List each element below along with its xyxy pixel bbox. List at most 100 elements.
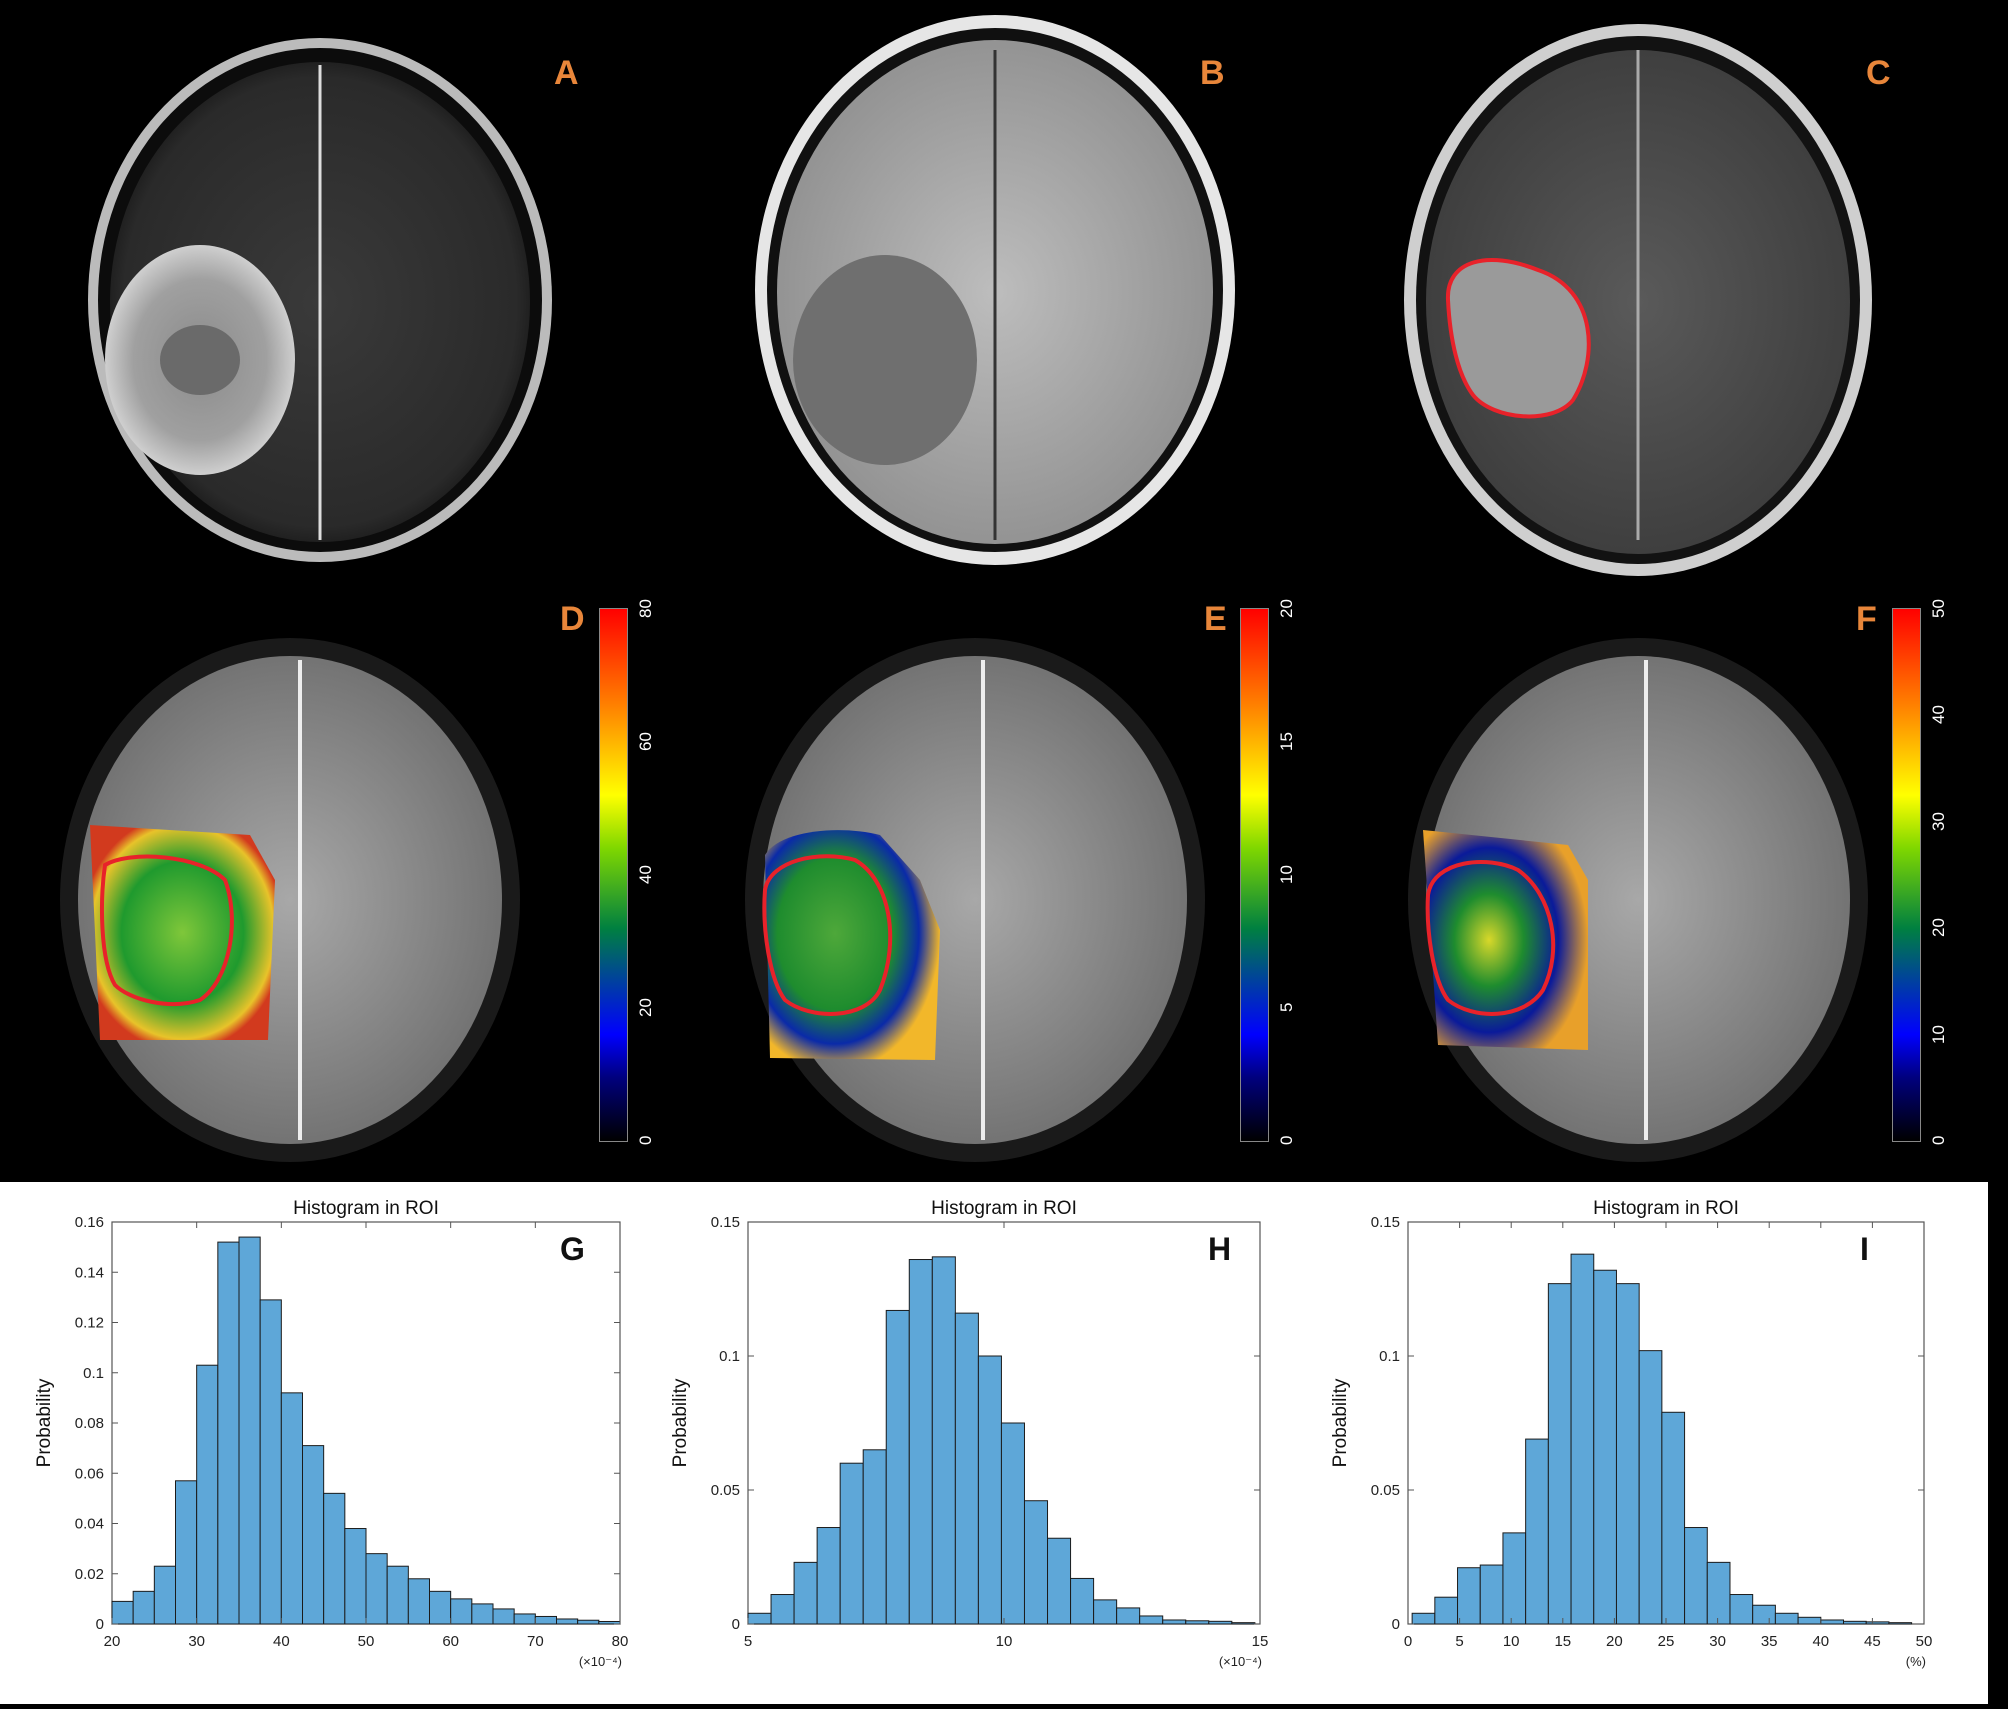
histogram-bar bbox=[1547, 1283, 1572, 1625]
x-tick-label: 10 bbox=[996, 1633, 1013, 1650]
histogram-bar bbox=[407, 1578, 431, 1625]
roi-outline bbox=[100, 854, 234, 1007]
histogram-bar bbox=[132, 1590, 155, 1625]
histogram-bar bbox=[344, 1528, 367, 1625]
histogram-bar bbox=[323, 1492, 346, 1625]
histogram-bar bbox=[153, 1565, 176, 1625]
colorbar-tick-label: 0 bbox=[636, 1135, 655, 1145]
y-tick-label: 0.1 bbox=[719, 1348, 740, 1365]
chart-title: Histogram in ROI bbox=[1593, 1198, 1739, 1219]
x-tick-label: 25 bbox=[1658, 1633, 1675, 1650]
histogram-bar bbox=[1570, 1253, 1595, 1625]
histogram-bar bbox=[1047, 1537, 1072, 1625]
colorbar-tick-label: 50 bbox=[1929, 599, 1948, 618]
histogram-bar bbox=[259, 1299, 282, 1625]
colorbar-tick-label: 40 bbox=[636, 865, 655, 884]
colorbar-tick-label: 60 bbox=[636, 732, 655, 751]
colorbar-tick-label: 0 bbox=[1277, 1135, 1296, 1145]
x-tick-label: 30 bbox=[188, 1633, 205, 1650]
histogram-bar bbox=[513, 1613, 536, 1625]
y-tick-label: 0.02 bbox=[75, 1566, 104, 1583]
perfusion-map-e bbox=[745, 638, 1205, 1162]
histogram-bar bbox=[1593, 1269, 1617, 1625]
histogram-bar bbox=[793, 1561, 818, 1625]
x-tick-label: 30 bbox=[1709, 1633, 1726, 1650]
y-tick-label: 0.08 bbox=[75, 1415, 104, 1432]
x-axis-unit: (×10⁻⁴) bbox=[1219, 1654, 1262, 1669]
x-tick-label: 0 bbox=[1404, 1633, 1412, 1650]
x-tick-label: 5 bbox=[744, 1633, 752, 1650]
histogram-bar bbox=[1774, 1612, 1799, 1625]
x-tick-label: 40 bbox=[1812, 1633, 1829, 1650]
y-tick-label: 0 bbox=[732, 1616, 740, 1633]
mri-t1-image bbox=[755, 15, 1235, 565]
colorbar-tick-label: 20 bbox=[1277, 599, 1296, 618]
histogram-bar bbox=[111, 1600, 134, 1625]
histogram-bar bbox=[1752, 1604, 1776, 1625]
histogram-bar bbox=[556, 1618, 579, 1625]
histogram-bar bbox=[839, 1462, 864, 1625]
histogram-bar bbox=[1706, 1561, 1731, 1625]
y-tick-label: 0 bbox=[1392, 1616, 1400, 1633]
mri-panel-a: A bbox=[0, 0, 670, 580]
histogram-chart-i: 0 0.05 0.1 0.15 0 5 10 15 20 25 30 35 40 45 50 Histogra… bbox=[1330, 1198, 1932, 1669]
histogram-bar bbox=[1615, 1283, 1640, 1625]
histogram-bar bbox=[280, 1392, 304, 1625]
histogram-bar bbox=[1684, 1527, 1708, 1625]
x-tick-label: 5 bbox=[1455, 1633, 1463, 1650]
chart-title: Histogram in ROI bbox=[293, 1198, 439, 1219]
x-tick-label: 35 bbox=[1761, 1633, 1778, 1650]
panel-label-e: E bbox=[1204, 600, 1227, 638]
panel-label-c: C bbox=[1866, 54, 1891, 92]
y-tick-label: 0.04 bbox=[75, 1516, 104, 1533]
histogram-bar bbox=[885, 1309, 910, 1625]
colorbar-tick-label: 80 bbox=[636, 599, 655, 618]
panel-label-d: D bbox=[560, 600, 585, 638]
x-tick-label: 50 bbox=[358, 1633, 375, 1650]
histogram-bar bbox=[1070, 1577, 1095, 1625]
histogram-bar bbox=[1434, 1596, 1459, 1625]
colorbar-tick-label: 10 bbox=[1929, 1024, 1948, 1044]
x-tick-label: 10 bbox=[1503, 1633, 1520, 1650]
histogram-bar bbox=[977, 1355, 1002, 1625]
x-axis-unit: (×10⁻⁴) bbox=[579, 1654, 622, 1669]
histogram-bar bbox=[816, 1527, 841, 1625]
colorbar-f bbox=[1892, 608, 1921, 1142]
panel-label-f: F bbox=[1856, 600, 1877, 638]
colorbar-tick-label: 0 bbox=[1929, 1135, 1948, 1145]
colorbar-tick-label: 20 bbox=[636, 998, 655, 1017]
panel-label-i: I bbox=[1860, 1231, 1869, 1267]
colorbar-tick-label: 5 bbox=[1277, 1002, 1296, 1012]
x-tick-label: 20 bbox=[104, 1633, 121, 1650]
x-tick-label: 70 bbox=[527, 1633, 544, 1650]
chart-title: Histogram in ROI bbox=[931, 1198, 1077, 1219]
histogram-bar bbox=[1843, 1620, 1867, 1625]
histogram-bar bbox=[1661, 1411, 1686, 1625]
histogram-bar bbox=[1116, 1607, 1141, 1625]
histogram-bar bbox=[175, 1480, 198, 1625]
histogram-chart-h: 0 0.05 0.1 0.15 5 10 15 Histogram in ROI Probabi… bbox=[670, 1198, 1268, 1669]
histogram-bar bbox=[1208, 1620, 1233, 1625]
mri-panel-d: D 80 60 40 20 0 bbox=[0, 580, 670, 1180]
histogram-panel-h: 0 0.05 0.1 0.15 5 10 15 Histogram in ROI Probabi… bbox=[668, 1182, 1320, 1704]
histogram-bar bbox=[217, 1241, 240, 1625]
histogram-bar bbox=[770, 1594, 795, 1625]
histogram-bar bbox=[1023, 1500, 1049, 1625]
histogram-bar bbox=[1231, 1622, 1256, 1625]
histogram-bar bbox=[747, 1612, 772, 1625]
panel-label-g: G bbox=[560, 1231, 585, 1267]
panel-label-b: B bbox=[1200, 54, 1225, 92]
histogram-bar bbox=[196, 1364, 219, 1625]
colorbar-tick-label: 10 bbox=[1277, 865, 1296, 884]
histogram-bar bbox=[1865, 1621, 1890, 1625]
histogram-bar bbox=[1729, 1594, 1754, 1625]
y-tick-label: 0.1 bbox=[83, 1365, 104, 1382]
y-axis-label: Probability bbox=[670, 1378, 691, 1467]
histogram-panel-g: 0 0.02 0.04 0.06 0.08 0.1 0.12 0.14 0.16 20 30 40 50… bbox=[0, 1182, 668, 1704]
y-tick-label: 0 bbox=[96, 1616, 104, 1633]
histogram-bar bbox=[1000, 1422, 1025, 1625]
mri-panel-e: E 20 15 10 5 0 bbox=[670, 580, 1338, 1180]
y-tick-label: 0.15 bbox=[1371, 1214, 1400, 1231]
mri-t2-image bbox=[88, 38, 552, 562]
histogram-bar bbox=[1525, 1438, 1549, 1625]
